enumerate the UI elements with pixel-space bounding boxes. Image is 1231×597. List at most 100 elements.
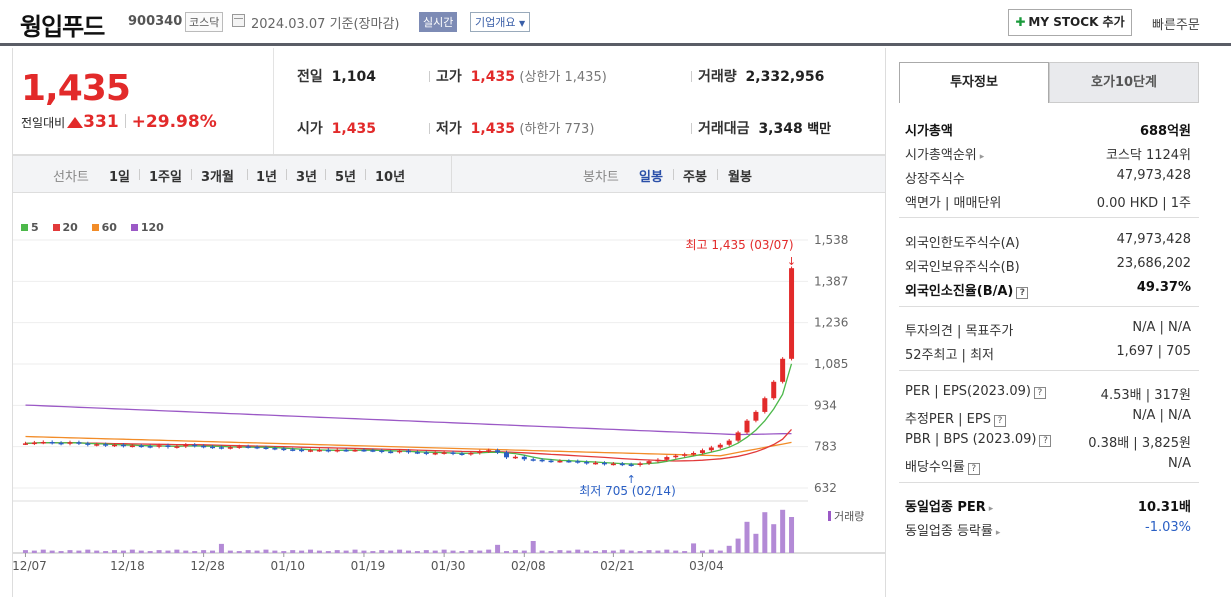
- ma5-line: [25, 363, 793, 465]
- candle-body: [548, 460, 554, 463]
- add-my-stock-button[interactable]: ✚ MY STOCK 추가: [1008, 9, 1132, 36]
- help-icon[interactable]: ?: [967, 463, 980, 475]
- volume-bar: [263, 549, 269, 553]
- y-tick-label: 934: [814, 398, 837, 412]
- info-label: PBR | BPS (2023.09)?: [905, 432, 1052, 447]
- volume-bar: [183, 550, 189, 553]
- info-row: 배당수익률? N/A: [905, 456, 1191, 476]
- volume-bar: [379, 550, 385, 553]
- candle-body: [664, 457, 670, 460]
- open-label: 시가: [297, 121, 323, 137]
- volume-bar: [40, 549, 46, 553]
- volume-bar: [397, 549, 403, 553]
- volume-bar: [521, 550, 527, 553]
- tab-investment-info[interactable]: 투자정보: [899, 62, 1049, 103]
- upper-limit: (상한가 1,435): [519, 70, 607, 85]
- volume-bar: [593, 551, 599, 553]
- up-arrow-icon: [67, 117, 84, 128]
- candle-body: [94, 444, 100, 446]
- volume-bar: [459, 551, 465, 553]
- period-1w[interactable]: 1주일: [149, 170, 182, 185]
- volume-bar: [557, 550, 563, 553]
- ma-legend-20: 20: [52, 221, 78, 234]
- candle-body: [156, 445, 162, 447]
- help-icon[interactable]: ?: [1033, 387, 1046, 399]
- candle-body: [780, 358, 786, 382]
- candle-body: [495, 450, 501, 453]
- panel-divider: [899, 217, 1199, 218]
- chevron-right-icon[interactable]: ▸: [979, 152, 985, 162]
- volume-bar: [147, 551, 153, 553]
- info-label[interactable]: 동일업종 등락률 ▸: [905, 524, 1001, 539]
- low-label: 저가: [436, 121, 462, 137]
- ma60-line: [25, 435, 792, 457]
- quick-order-link[interactable]: 빠른주문: [1152, 18, 1200, 33]
- change-percent: +29.98%: [131, 112, 217, 132]
- info-label[interactable]: 시가총액순위 ▸: [905, 148, 985, 163]
- ma120-line: [25, 404, 792, 436]
- amount-field: 거래대금 3,348 백만: [685, 118, 831, 138]
- volume-label: 거래량: [834, 510, 864, 523]
- low-value: 1,435: [470, 121, 515, 137]
- info-value: 688억원: [1139, 124, 1191, 139]
- tab-order-book[interactable]: 호가10단계: [1049, 62, 1199, 103]
- volume-bar: [414, 551, 420, 553]
- candle-daily[interactable]: 일봉: [639, 170, 663, 185]
- volume-bar: [637, 551, 643, 553]
- lower-limit: (하한가 773): [519, 122, 595, 137]
- candle-body: [379, 450, 385, 452]
- volume-bar: [495, 544, 501, 553]
- volume-bar: [406, 550, 411, 553]
- volume-legend-swatch: [828, 511, 831, 521]
- candle-body: [236, 446, 242, 448]
- amount-label: 거래대금: [698, 121, 750, 137]
- candle-body: [406, 450, 411, 453]
- candle-body: [227, 447, 233, 449]
- help-icon[interactable]: ?: [1016, 287, 1029, 299]
- info-value: 코스닥 1124위: [1105, 148, 1191, 163]
- period-3y[interactable]: 3년: [296, 170, 318, 185]
- candle-body: [263, 447, 269, 449]
- candle-body: [726, 440, 732, 445]
- info-value: 23,686,202: [1116, 256, 1191, 271]
- chevron-right-icon[interactable]: ▸: [988, 504, 994, 514]
- company-info-dropdown[interactable]: 기업개요 ▼: [470, 12, 531, 32]
- ma-legend-60: 60: [91, 221, 117, 234]
- help-icon[interactable]: ?: [1039, 435, 1052, 447]
- info-row: 동일업종 등락률 ▸ -1.03%: [905, 520, 1191, 540]
- info-label[interactable]: 동일업종 PER ▸: [905, 500, 994, 515]
- ma-legend: 5 20 60 120: [21, 221, 174, 234]
- volume-bar: [254, 550, 260, 553]
- volume-bar: [165, 550, 171, 553]
- panel-divider: [899, 482, 1199, 483]
- volume-bar: [227, 550, 233, 553]
- candle-monthly[interactable]: 월봉: [728, 170, 752, 185]
- price-change: 전일대비 331 +29.98%: [21, 112, 217, 132]
- period-3m[interactable]: 3개월: [201, 170, 234, 185]
- candle-body: [637, 463, 643, 466]
- amount-unit: 백만: [807, 122, 832, 137]
- info-value: -1.03%: [1145, 520, 1191, 535]
- volume-bar: [503, 551, 509, 553]
- period-5y[interactable]: 5년: [335, 170, 357, 185]
- period-1y[interactable]: 1년: [256, 170, 278, 185]
- candle-weekly[interactable]: 주봉: [683, 170, 707, 185]
- candle-body: [512, 456, 518, 459]
- help-icon[interactable]: ?: [993, 415, 1006, 427]
- candle-body: [628, 464, 634, 466]
- chevron-right-icon[interactable]: ▸: [995, 528, 1001, 538]
- volume-bar: [708, 549, 714, 553]
- candle-body: [459, 453, 465, 456]
- period-10y[interactable]: 10년: [375, 170, 406, 185]
- info-label: 외국인보유주식수(B): [905, 260, 1020, 275]
- realtime-button[interactable]: 실시간: [419, 12, 458, 32]
- candle-body: [361, 449, 367, 452]
- candle-body: [735, 432, 741, 441]
- volume-bar: [726, 545, 732, 553]
- candlestick-chart[interactable]: 1,538 1,387 1,236 1,085 934 783 632 최고 1,435 (0…: [13, 193, 885, 597]
- ma-legend-120: 120: [130, 221, 164, 234]
- candle-body: [530, 459, 536, 461]
- x-tick-label: 12/07: [13, 559, 47, 573]
- period-1d[interactable]: 1일: [109, 170, 131, 185]
- candle-body: [352, 449, 358, 452]
